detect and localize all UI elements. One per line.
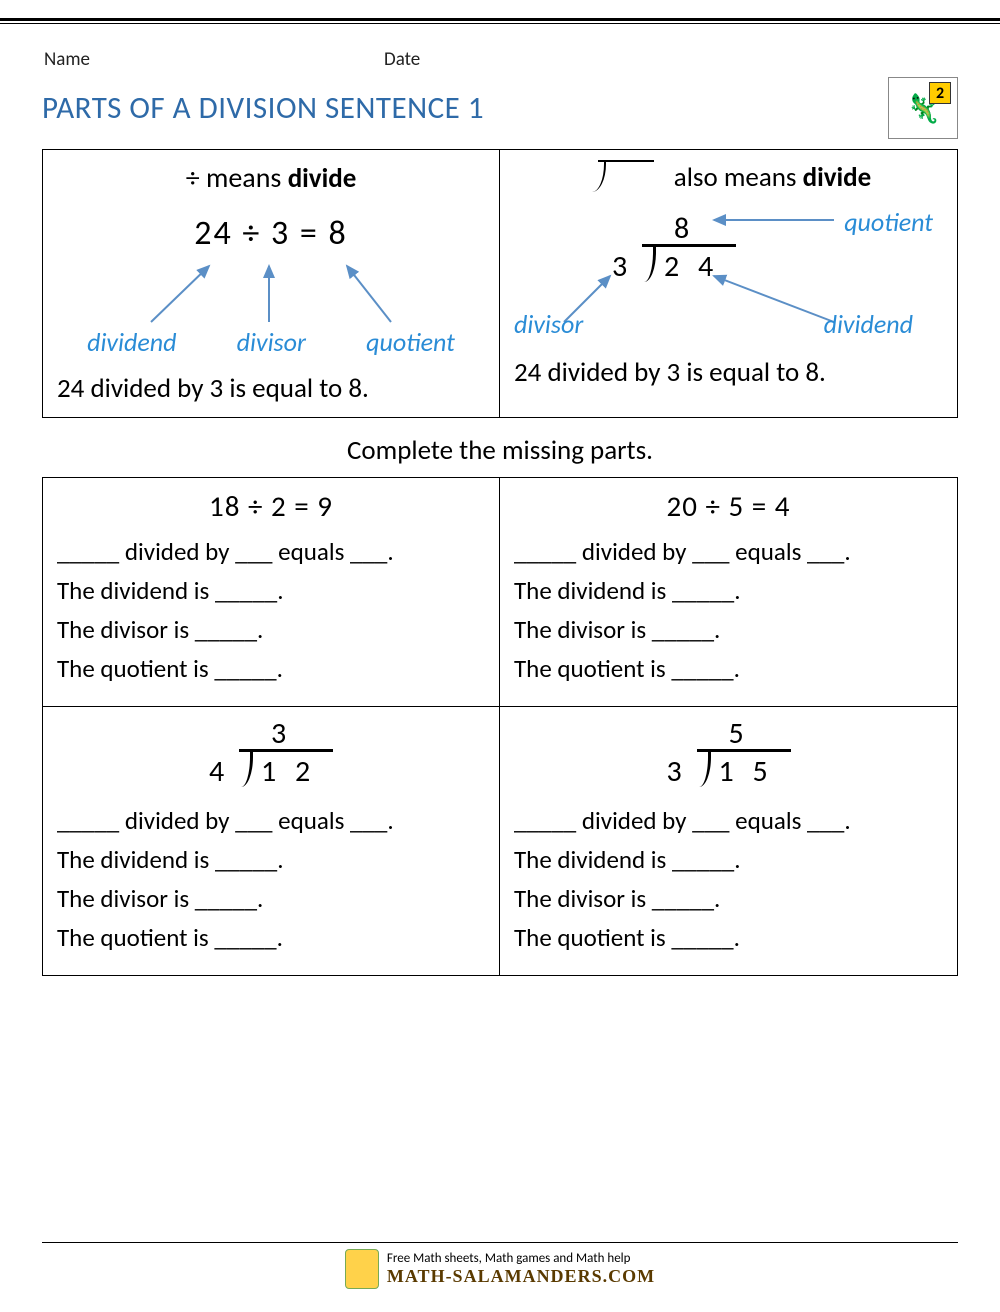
p1-equation: 18 ÷ 2 = 9 <box>57 488 485 524</box>
divide-symbol: ÷ means <box>186 160 288 195</box>
salamander-icon <box>345 1249 379 1289</box>
p1-line3: The divisor is _____. <box>57 614 485 645</box>
p3-quotient: 3 <box>271 715 292 752</box>
p4-line1: _____ divided by ___ equals ___. <box>514 805 943 836</box>
means-divide-long: also means divide <box>514 160 943 194</box>
p3-line1: _____ divided by ___ equals ___. <box>57 805 485 836</box>
date-label: Date <box>384 48 420 71</box>
p1-line2: The dividend is _____. <box>57 575 485 606</box>
explain-long-division: also means divide 8 3 2 4 <box>500 150 957 417</box>
p4-line3: The divisor is _____. <box>514 883 943 914</box>
page-content: Name Date PARTS OF A DIVISION SENTENCE 1… <box>0 24 1000 976</box>
footer-tagline: Free Math sheets, Math games and Math he… <box>387 1251 631 1266</box>
p2-line3: The divisor is _____. <box>514 614 943 645</box>
salamander-logo: 🦎 2 <box>888 77 958 139</box>
sentence-inline: 24 divided by 3 is equal to 8. <box>57 372 485 405</box>
p4-divisor: 3 <box>667 753 682 790</box>
p4-line2: The dividend is _____. <box>514 844 943 875</box>
long-division-symbol-icon <box>586 160 656 194</box>
p4-line4: The quotient is _____. <box>514 922 943 953</box>
p3-line3: The divisor is _____. <box>57 883 485 914</box>
header-row: Name Date <box>44 48 958 71</box>
explanation-table: ÷ means divide 24 ÷ 3 = 8 dividend divis… <box>42 149 958 418</box>
means-divide-inline: ÷ means divide <box>57 160 485 195</box>
label-quotient: quotient <box>366 326 455 358</box>
p1-line4: The quotient is _____. <box>57 653 485 684</box>
p4-quotient: 5 <box>729 715 750 752</box>
name-label: Name <box>44 48 384 71</box>
long-division-diagram: 8 3 2 4 quotient <box>514 204 943 334</box>
divide-word-2: divide <box>803 161 872 194</box>
also-means-text: also means <box>674 161 803 194</box>
problem-1: 18 ÷ 2 = 9 _____ divided by ___ equals _… <box>43 478 500 707</box>
label-dividend: dividend <box>87 326 176 358</box>
instruction-text: Complete the missing parts. <box>42 434 958 467</box>
p4-dividend: 1 5 <box>719 753 774 790</box>
footer-site: MATH-SALAMANDERS.COM <box>387 1266 655 1286</box>
example-equation: 24 ÷ 3 = 8 <box>57 213 485 254</box>
p2-line4: The quotient is _____. <box>514 653 943 684</box>
p3-line4: The quotient is _____. <box>57 922 485 953</box>
p2-line2: The dividend is _____. <box>514 575 943 606</box>
sentence-long: 24 divided by 3 is equal to 8. <box>514 356 943 389</box>
problem-2: 20 ÷ 5 = 4 _____ divided by ___ equals _… <box>500 478 957 707</box>
footer: Free Math sheets, Math games and Math he… <box>0 1242 1000 1294</box>
title-row: PARTS OF A DIVISION SENTENCE 1 🦎 2 <box>42 77 958 139</box>
p1-line1: _____ divided by ___ equals ___. <box>57 536 485 567</box>
explain-inline-division: ÷ means divide 24 ÷ 3 = 8 dividend divis… <box>43 150 500 417</box>
p3-line2: The dividend is _____. <box>57 844 485 875</box>
p3-divisor: 4 <box>209 753 224 790</box>
worksheet-title: PARTS OF A DIVISION SENTENCE 1 <box>42 89 484 127</box>
label-quotient-long: quotient <box>844 206 933 238</box>
p3-longdiv: 3 4 1 2 <box>191 719 351 797</box>
divide-word: divide <box>288 162 357 195</box>
arrows-inline <box>91 260 451 330</box>
footer-text: Free Math sheets, Math games and Math he… <box>387 1251 655 1287</box>
problem-4: 5 3 1 5 _____ divided by ___ equals ___.… <box>500 707 957 975</box>
problem-3: 3 4 1 2 _____ divided by ___ equals ___.… <box>43 707 500 975</box>
p2-equation: 20 ÷ 5 = 4 <box>514 488 943 524</box>
label-dividend-long: dividend <box>824 308 913 340</box>
grade-badge: 2 <box>929 82 951 104</box>
label-divisor-long: divisor <box>514 308 583 340</box>
labels-row-inline: dividend divisor quotient <box>57 326 485 358</box>
problems-table: 18 ÷ 2 = 9 _____ divided by ___ equals _… <box>42 477 958 976</box>
p2-line1: _____ divided by ___ equals ___. <box>514 536 943 567</box>
p3-dividend: 1 2 <box>261 753 316 790</box>
label-divisor: divisor <box>237 326 306 358</box>
p4-longdiv: 5 3 1 5 <box>649 719 809 797</box>
